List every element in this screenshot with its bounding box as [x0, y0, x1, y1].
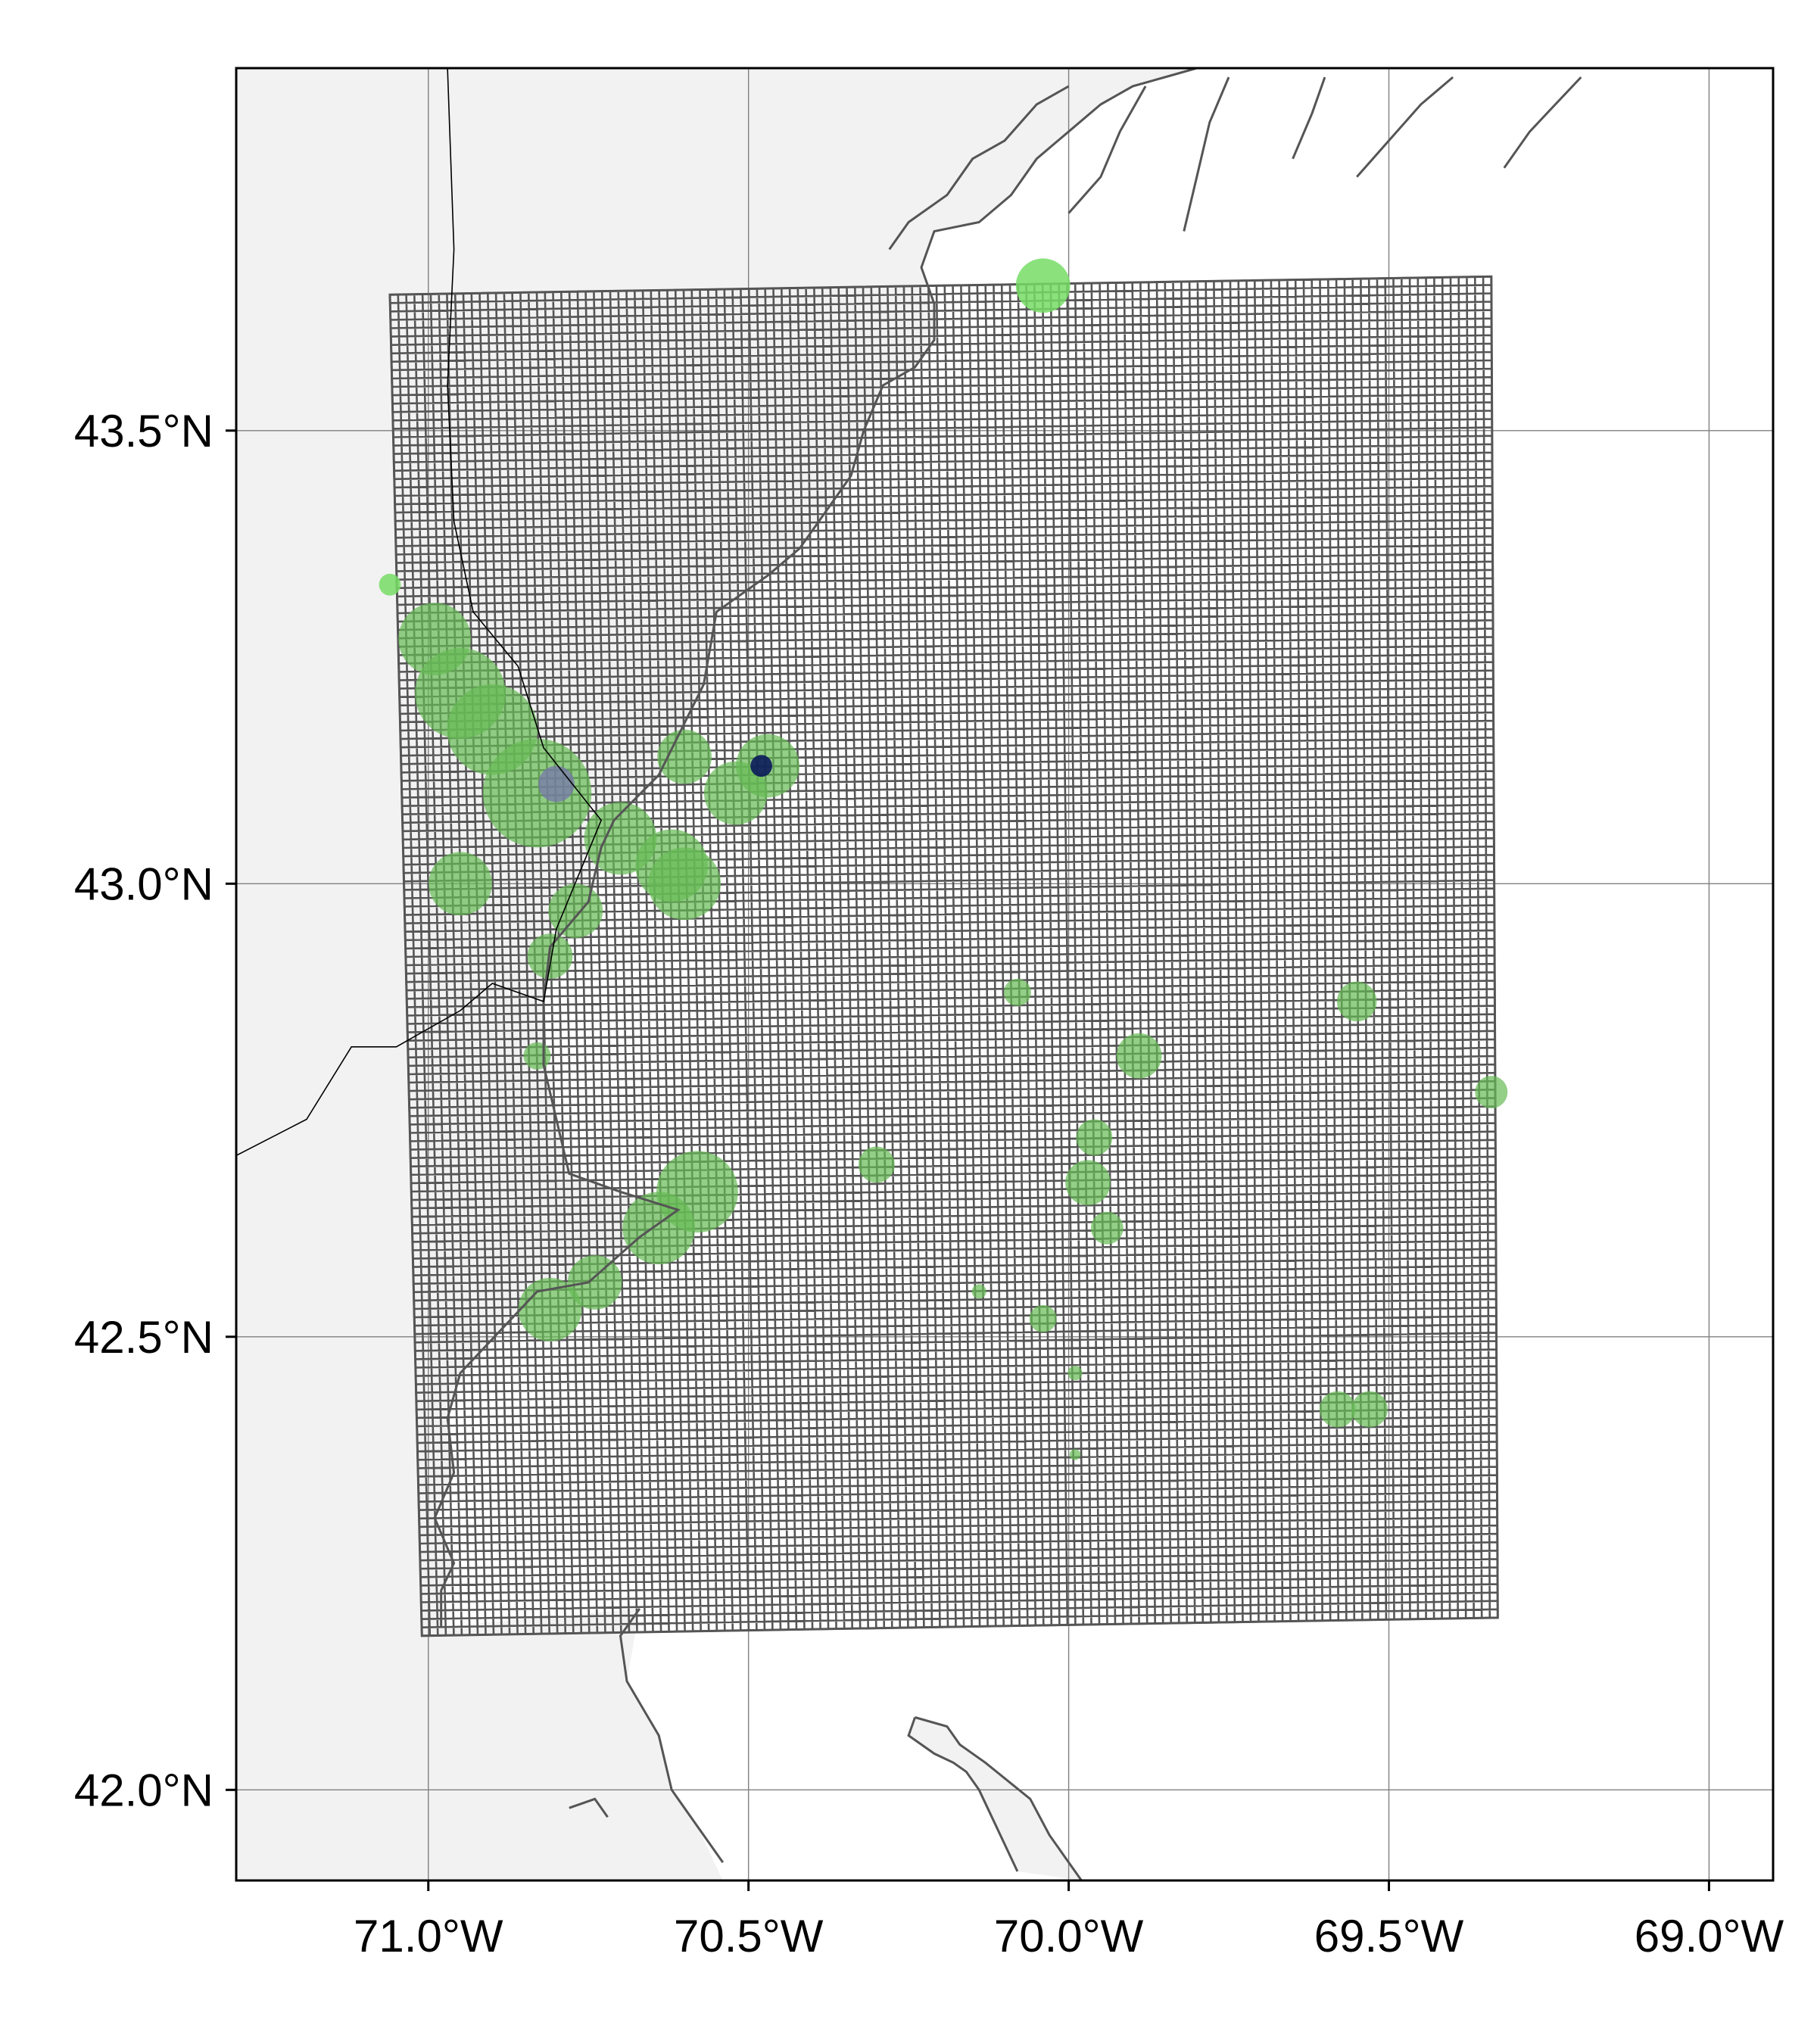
coastline [1067, 86, 1147, 214]
cluster-patch [482, 738, 592, 848]
x-tick-label: 70.5°W [674, 1911, 824, 1961]
cluster-patch [750, 755, 772, 777]
coastline [1183, 76, 1230, 232]
cluster-patch [1336, 981, 1377, 1022]
cluster-patch [1116, 1033, 1162, 1079]
cluster-patch [1475, 1076, 1508, 1109]
coastline [569, 1797, 609, 1818]
cluster-patch [379, 573, 401, 596]
cluster-patch [538, 765, 575, 802]
x-tick-label: 69.5°W [1314, 1911, 1464, 1961]
cluster-layer [379, 258, 1508, 1460]
state-border-layer [236, 68, 603, 1157]
coastline [907, 1716, 1019, 1872]
cluster-patch [1069, 1449, 1081, 1460]
x-tick-label: 71.0°W [354, 1911, 503, 1961]
coastline [1503, 76, 1582, 169]
coastline-layer [433, 68, 1582, 1880]
coastline [619, 1608, 725, 1863]
coastline [888, 85, 1070, 251]
cluster-patch [1351, 1391, 1388, 1428]
cluster-patch [1003, 978, 1031, 1006]
y-tick-label: 43.0°N [74, 858, 213, 909]
cluster-patch [1076, 1119, 1113, 1156]
cluster-patch [648, 847, 721, 921]
model-grid-mesh [388, 275, 1499, 1637]
cluster-patch [1015, 258, 1071, 313]
coastline [1292, 76, 1326, 160]
cluster-patch [657, 729, 712, 784]
coastline [1356, 76, 1454, 178]
cluster-patch [1319, 1391, 1356, 1428]
x-tick-label: 70.0°W [994, 1911, 1144, 1961]
cape-cod-area [908, 1717, 1082, 1880]
y-tick-label: 43.5°N [74, 406, 213, 456]
x-tick-label: 69.0°W [1635, 1911, 1784, 1961]
coastline [915, 1716, 1083, 1880]
cluster-patch [971, 1284, 986, 1299]
cluster-patch [518, 1278, 582, 1341]
plot-frame [235, 67, 1775, 1882]
axis-ticks: 71.0°W 70.5°W 70.0°W 69.5°W 69.0°W 43.5°N 43.0… [74, 406, 1784, 1961]
y-tick-label: 42.5°N [74, 1312, 213, 1363]
cluster-patch [1067, 1366, 1083, 1381]
coastline [433, 68, 1198, 1627]
cluster-patch [567, 1255, 622, 1310]
cluster-patch [1090, 1211, 1124, 1245]
model-grid-outline [388, 275, 1499, 1637]
state-border-line [236, 68, 603, 1157]
cluster-patch [858, 1146, 895, 1183]
cluster-patch [523, 1042, 551, 1070]
y-tick-label: 42.0°N [74, 1765, 213, 1815]
cluster-patch [1065, 1160, 1111, 1206]
cluster-patch [1029, 1304, 1057, 1332]
cluster-patch [429, 852, 492, 916]
